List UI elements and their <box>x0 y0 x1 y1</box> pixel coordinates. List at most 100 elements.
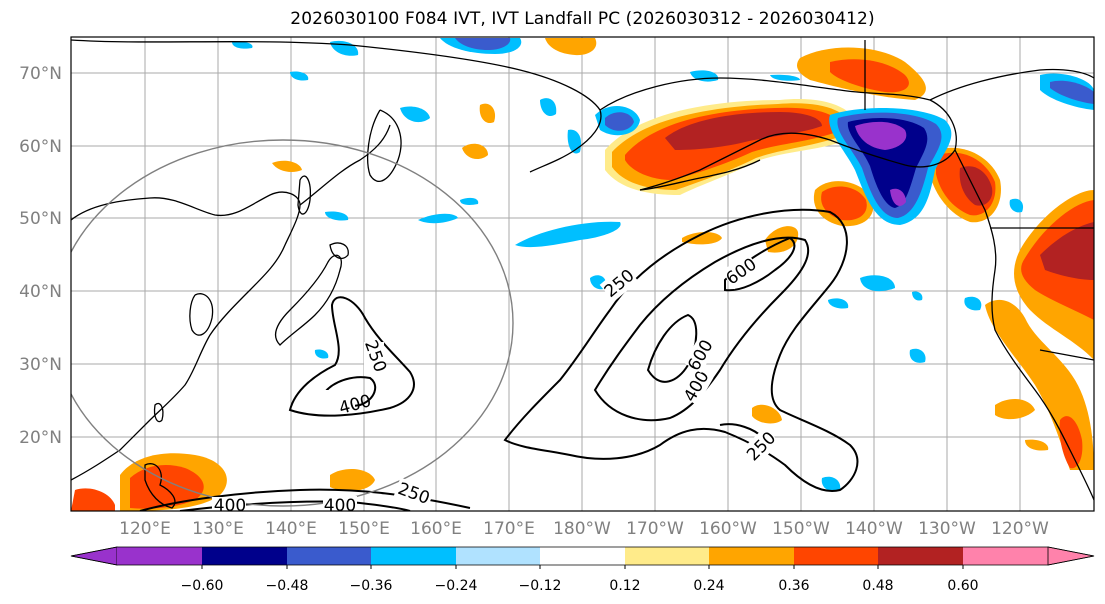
lon-label: 170°E <box>483 519 535 539</box>
anomaly-region-pac-band-10 <box>909 348 926 363</box>
colorbar-bin <box>709 547 794 565</box>
colorbar-tick-label: −0.24 <box>435 578 478 594</box>
anomaly-region-sw-edge <box>71 488 115 511</box>
lat-label: 20°N <box>19 428 62 448</box>
coastline-okhotsk <box>299 124 391 206</box>
anomaly-region-nw-3 <box>272 160 302 172</box>
anomaly-region-pac-band-7 <box>828 298 849 309</box>
colorbar-tick-label: −0.36 <box>350 578 393 594</box>
contour-label-9: 400 <box>324 496 356 516</box>
lat-label: 50°N <box>19 209 62 229</box>
coastline-aleutians <box>639 159 761 191</box>
map-title: 2026030100 F084 IVT, IVT Landfall PC (20… <box>290 9 875 29</box>
latitude-labels: 70°N 60°N 50°N 40°N 30°N 20°N <box>19 64 62 448</box>
coastline-na-north <box>929 68 1094 101</box>
colorbar-extend-min <box>70 546 118 566</box>
coastline-kamchatka <box>367 109 402 182</box>
contour-ivt-600-east-2 <box>646 313 698 383</box>
colorbar-tick-label: −0.12 <box>519 578 562 594</box>
anomaly-region-nw-2 <box>462 143 488 160</box>
anomaly-region-alaska-purple <box>855 121 907 150</box>
anomaly-region-pac-band-11 <box>314 349 329 359</box>
anomaly-region-subtropical-3 <box>1025 439 1049 451</box>
anomaly-region-pac-band-9 <box>964 296 982 311</box>
colorbar-tick-label: 0.48 <box>862 578 893 594</box>
anomaly-region-alaska-purple-2 <box>890 188 906 206</box>
border-us-mexico <box>1039 349 1094 361</box>
colorbar: −0.60 −0.48 −0.36 −0.24 −0.12 0.12 0.24 0.36 0.4… <box>70 546 1095 594</box>
colorbar-tick-label: −0.48 <box>266 578 309 594</box>
anomaly-region-pac-band-14 <box>1009 198 1024 213</box>
colorbar-bin <box>963 547 1048 565</box>
lon-label: 140°W <box>845 519 903 539</box>
colorbar-tick-label: 0.60 <box>947 578 978 594</box>
map-frame <box>70 36 1095 512</box>
anomaly-region-nw-1 <box>479 103 496 124</box>
anomaly-region-pac-band-6 <box>860 275 895 292</box>
anomaly-region-bering-neg-1b <box>605 112 634 131</box>
anomaly-region-pac-band-2 <box>418 213 458 224</box>
graticule <box>71 37 1094 511</box>
longitude-labels: 120°E 130°E 140°E 150°E 160°E 170°E 180°W 170°W… <box>119 519 1049 539</box>
coastlines <box>71 39 1094 509</box>
colorbar-outline <box>70 546 1095 566</box>
anomaly-region-south-pacific <box>330 468 375 492</box>
anomaly-region-arctic-neg-blue <box>455 38 511 50</box>
coastline-na-west <box>954 149 1094 501</box>
coastline-japan <box>274 254 342 346</box>
anomaly-region-pac-band-8 <box>912 291 923 301</box>
contour-label-8: 400 <box>214 496 246 516</box>
contour-ivt-600-east <box>724 236 796 292</box>
anomaly-region-us-coast-red <box>1059 416 1083 469</box>
anomaly-region-us-darkred <box>1040 222 1094 280</box>
coastline-philippines <box>144 463 176 509</box>
lat-label: 70°N <box>19 64 62 84</box>
lon-label: 150°W <box>772 519 830 539</box>
coastline-hokkaido <box>329 242 349 259</box>
coastline-sakhalin <box>297 175 311 215</box>
anomaly-region-bering-neg-2 <box>400 106 430 123</box>
lon-label: 130°W <box>918 519 976 539</box>
colorbar-tick-label: 0.12 <box>609 578 640 594</box>
lon-label: 120°W <box>991 519 1049 539</box>
lon-label: 130°E <box>192 519 244 539</box>
anomaly-region-arctic-red <box>830 59 909 93</box>
coastline-siberia <box>71 39 602 173</box>
contour-ivt-400-east <box>593 236 810 422</box>
colorbar-bin <box>540 547 625 565</box>
lon-label: 170°W <box>626 519 684 539</box>
anomaly-region-bering-darkred <box>665 112 822 150</box>
anomaly-region-pac-band-4 <box>325 211 349 221</box>
colorbar-bin <box>456 547 540 565</box>
colorbar-tick-label: 0.36 <box>778 578 809 594</box>
colorbar-bin <box>878 547 963 565</box>
colorbar-bin <box>117 547 202 565</box>
lon-label: 150°E <box>338 519 390 539</box>
anomaly-region-pac-band-3 <box>460 197 479 205</box>
anomaly-region-arctic-neg-4 <box>290 71 309 81</box>
lon-label: 160°W <box>699 519 757 539</box>
colorbar-bin <box>625 547 709 565</box>
lat-label: 40°N <box>19 282 62 302</box>
map-area <box>71 37 1094 511</box>
colorbar-tick-label: −0.60 <box>181 578 224 594</box>
colorbar-bin <box>794 547 878 565</box>
anomaly-region-pac-band-13b <box>1050 80 1094 104</box>
colorbar-tick-label: 0.24 <box>693 578 724 594</box>
lon-label: 160°E <box>410 519 462 539</box>
lat-label: 60°N <box>19 137 62 157</box>
landfall-region-circle <box>71 139 514 507</box>
anomaly-region-bering-neg-3 <box>540 98 557 117</box>
colorbar-bin <box>371 547 456 565</box>
anomaly-region-arctic-neg-3 <box>232 41 253 49</box>
coastline-asia <box>71 191 301 481</box>
lat-label: 30°N <box>19 355 62 375</box>
lon-label: 180°W <box>553 519 611 539</box>
anomaly-region-subtropical-1 <box>752 404 782 424</box>
colorbar-bin <box>202 547 287 565</box>
negative-anomaly-fills <box>232 38 1094 492</box>
anomaly-region-philippines-red <box>130 465 204 509</box>
anomaly-region-arctic-top <box>545 38 597 56</box>
coastline-alaska <box>599 77 957 191</box>
